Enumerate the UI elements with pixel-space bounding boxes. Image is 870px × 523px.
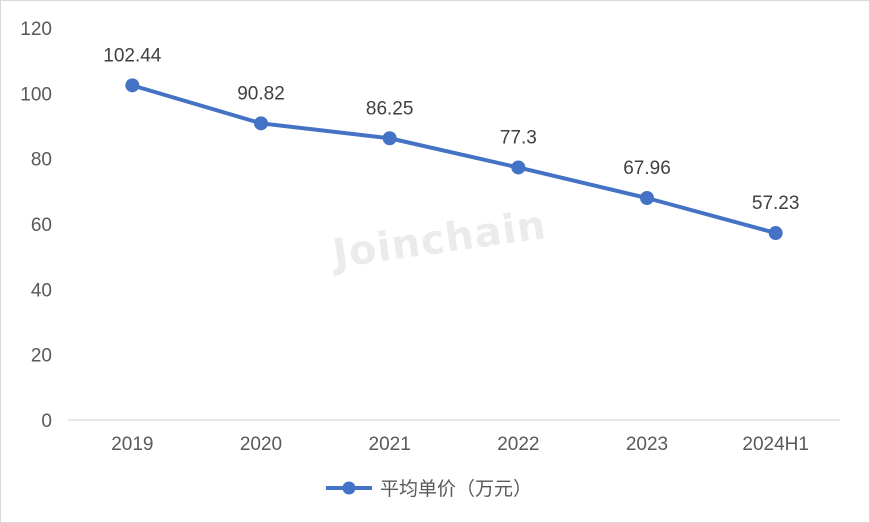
data-point [125,78,140,93]
data-label: 57.23 [752,193,800,214]
data-point [511,160,526,175]
x-tick-label: 2024H1 [742,434,809,455]
x-tick-label: 2023 [626,434,668,455]
data-point [254,116,268,131]
data-label: 86.25 [366,98,414,119]
legend-label: 平均单价（万元） [380,478,532,500]
y-tick-label: 20 [31,346,52,367]
data-point [768,226,783,241]
series-line [130,83,778,236]
x-tick-label: 2021 [369,434,411,455]
y-tick-label: 0 [41,411,52,432]
data-point [382,131,397,146]
y-tick-label: 120 [20,19,52,40]
data-label: 67.96 [623,158,671,179]
y-tick-label: 40 [31,280,52,301]
x-tick-label: 2022 [497,434,539,455]
y-tick-label: 80 [31,150,52,171]
y-tick-label: 100 [20,84,52,105]
x-tick-label: 2019 [111,434,153,455]
x-tick-label: 2020 [240,434,282,455]
data-label: 102.44 [103,45,162,66]
legend-marker [342,481,356,495]
y-tick-label: 60 [31,215,52,236]
data-label: 90.82 [237,83,285,104]
data-label: 77.3 [500,127,537,148]
data-point [640,190,654,205]
